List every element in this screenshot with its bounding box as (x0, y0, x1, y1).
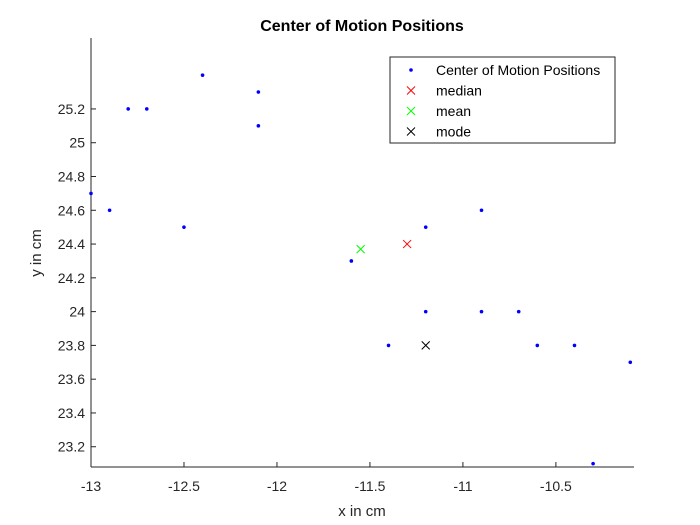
legend-label: median (436, 83, 482, 99)
data-point (144, 107, 149, 111)
y-tick-label: 25 (69, 135, 85, 151)
y-tick-label: 23.6 (58, 371, 85, 387)
x-axis-label: x in cm (338, 503, 386, 520)
y-tick-label: 23.8 (58, 337, 85, 353)
plot-area: -13 -12.5 -12 -11.5 -11 -10.5 23.2 23.4 23.6 23.8… (58, 38, 634, 494)
data-point (386, 343, 391, 348)
y-tick-label: 24.2 (58, 270, 85, 286)
data-point (423, 309, 428, 314)
mode-marker (421, 341, 431, 350)
data-point (126, 107, 130, 111)
legend-marker (409, 68, 413, 72)
legend-label: mean (436, 103, 471, 119)
data-point (516, 309, 521, 314)
median-marker-stroke (402, 239, 412, 249)
data-point (200, 73, 205, 77)
legend-box (389, 56, 616, 144)
y-tick-label: 24.6 (58, 202, 85, 218)
legend: Center of Motion Positions median mean mode (389, 56, 616, 144)
mean-marker (356, 244, 365, 254)
y-tick-label: 25.2 (58, 101, 85, 117)
data-point (628, 360, 633, 365)
mean-marker-stroke (356, 244, 365, 254)
y-tick-label: 24.8 (58, 168, 85, 184)
legend-marker (406, 86, 416, 95)
chart-title: Center of Motion Positions (260, 18, 464, 35)
x-tick-label: -12.5 (168, 478, 200, 494)
x-tick-label: -11 (453, 478, 472, 494)
data-point (535, 343, 540, 348)
data-point (89, 191, 93, 196)
data-point (182, 225, 186, 229)
y-tick-label: 23.4 (58, 405, 85, 421)
legend-marker-stroke (406, 106, 416, 116)
data-point (423, 225, 428, 229)
data-point (479, 309, 484, 314)
x-tick-label: -13 (81, 478, 101, 494)
x-tick-label: -11.5 (355, 478, 386, 494)
data-point (256, 90, 261, 94)
legend-marker (406, 106, 416, 116)
x-tick-label: -10.5 (540, 478, 572, 494)
data-point (256, 124, 261, 128)
data-point (479, 208, 484, 213)
mode-marker-stroke (421, 341, 431, 350)
legend-marker-stroke (406, 127, 416, 136)
y-tick-label: 24 (69, 304, 85, 320)
data-point (591, 461, 595, 466)
y-tick-label: 23.2 (58, 439, 85, 455)
y-tick-label: 24.4 (58, 236, 85, 252)
data-point (572, 343, 577, 348)
legend-label: Center of Motion Positions (436, 62, 600, 78)
x-tick-label: -12 (267, 478, 287, 494)
legend-marker-stroke (406, 86, 416, 95)
data-point (107, 208, 112, 213)
legend-marker (406, 127, 416, 136)
y-axis-label: y in cm (28, 229, 45, 277)
median-marker (402, 239, 412, 249)
data-point (349, 259, 354, 263)
legend-label: mode (436, 124, 471, 140)
